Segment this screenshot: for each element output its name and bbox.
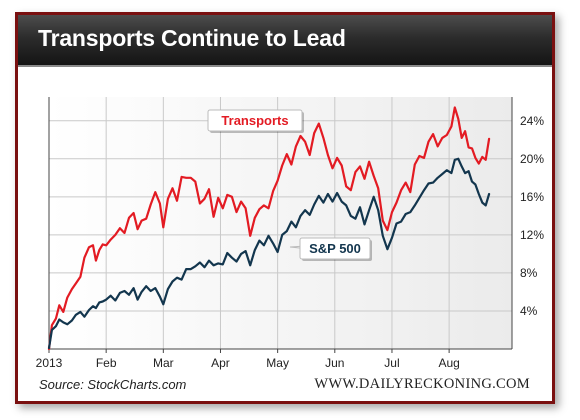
y-tick-label: 24%	[520, 114, 544, 128]
y-tick-label: 16%	[520, 190, 544, 204]
x-tick-label: Jul	[384, 356, 399, 370]
chart-title: Transports Continue to Lead	[38, 25, 346, 51]
x-tick-label: May	[266, 356, 289, 370]
sp500-line	[47, 157, 491, 350]
x-tick-label: Jun	[325, 356, 344, 370]
transports-label: Transports	[207, 109, 304, 133]
chart-card: Transports Continue to Lead 4% 8% 12% 16% 20…	[15, 12, 555, 404]
source-note: Source: StockCharts.com	[39, 377, 187, 392]
x-tick-label: Apr	[211, 356, 230, 370]
x-tick-label: Aug	[438, 356, 459, 370]
x-tick-label: Feb	[96, 356, 117, 370]
sp500-label: S&P 500	[289, 237, 372, 261]
transports-line	[47, 106, 491, 351]
x-tick-label: Mar	[153, 356, 174, 370]
y-tick-label: 8%	[520, 266, 538, 280]
x-tick-label: 2013	[36, 356, 63, 370]
y-tick-label: 12%	[520, 228, 544, 242]
svg-text:Transports: Transports	[221, 113, 288, 128]
brand-url: WWW.DAILYRECKONING.COM	[314, 376, 530, 392]
y-tick-label: 4%	[520, 304, 538, 318]
y-tick-label: 20%	[520, 152, 544, 166]
title-bar: Transports Continue to Lead	[18, 15, 552, 67]
line-chart: 4% 8% 12% 16% 20% 24% 2013 Feb Mar Apr May Jun Jul Au…	[36, 97, 544, 370]
svg-text:S&P 500: S&P 500	[309, 241, 361, 256]
